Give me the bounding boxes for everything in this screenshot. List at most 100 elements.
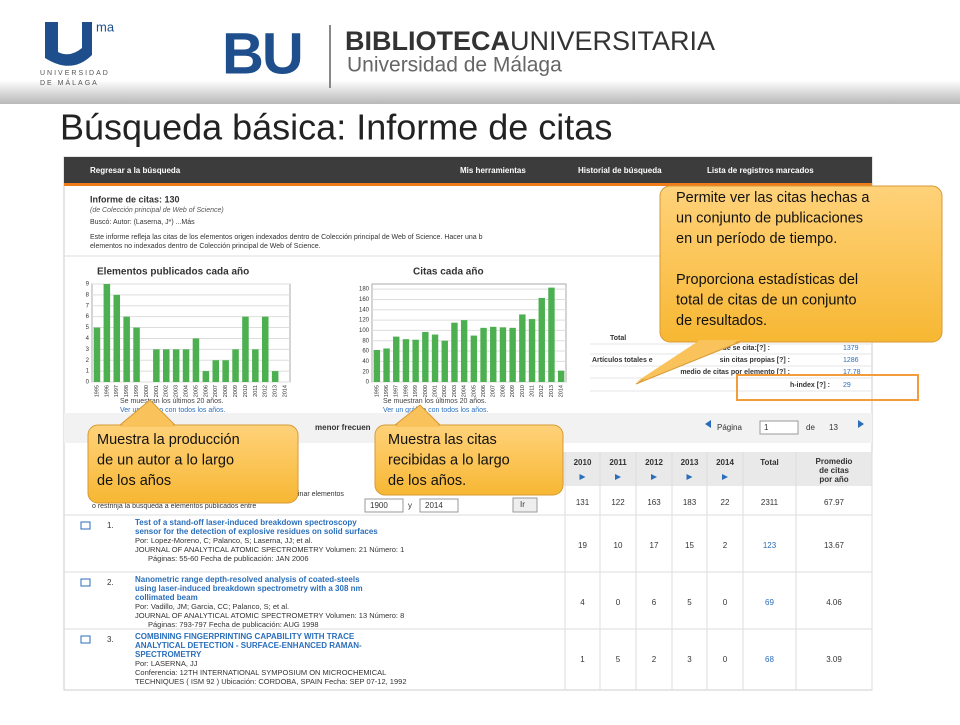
total: 22 bbox=[721, 498, 730, 507]
bar bbox=[460, 320, 468, 382]
bar bbox=[212, 360, 220, 382]
chart-link[interactable]: Ver un gráfico con todos los años. bbox=[383, 407, 489, 414]
to-select[interactable] bbox=[419, 498, 459, 513]
filter-text: inar elementos bbox=[298, 491, 344, 498]
x-tick-label: 2014 bbox=[559, 385, 565, 397]
nav-item[interactable]: Mis herramientas bbox=[460, 166, 526, 175]
chart-link[interactable]: Ver un gráfico con todos los años. bbox=[120, 407, 226, 414]
arrow bbox=[615, 474, 621, 480]
x-tick-label: 2012 bbox=[263, 385, 269, 397]
record-title[interactable]: Nanometric range depth-resolved analysis… bbox=[135, 575, 360, 584]
library-sub: Universidad de Málaga bbox=[347, 54, 562, 77]
stat-label: medio de citas por elemento [?] : bbox=[680, 369, 790, 376]
chart-note: Se muestran los últimos 20 años. bbox=[383, 398, 487, 405]
callout-text: de resultados. bbox=[676, 313, 767, 329]
prev[interactable] bbox=[705, 420, 711, 428]
x-tick-label: 2013 bbox=[273, 385, 279, 397]
pages: 13 bbox=[829, 423, 838, 432]
col-header: Total bbox=[760, 458, 779, 467]
report-heading: Informe de citas: 130 bbox=[90, 194, 180, 204]
callout-join bbox=[395, 407, 440, 427]
record-title[interactable]: Test of a stand-off laser-induced breakd… bbox=[135, 518, 357, 527]
col-header: 2013 bbox=[681, 458, 699, 467]
record-title[interactable]: SPECTROMETRY bbox=[135, 650, 202, 659]
uma-logo bbox=[45, 22, 92, 66]
record-title[interactable]: using laser-induced breakdown spectromet… bbox=[135, 584, 363, 593]
y-tick-label: 180 bbox=[359, 287, 370, 293]
bar bbox=[441, 340, 448, 382]
callouts: Permite ver las citas hechas a un conjunt… bbox=[87, 185, 943, 504]
record-detail: JOURNAL OF ANALYTICAL ATOMIC SPECTROMETR… bbox=[135, 611, 404, 620]
slide-title: Búsqueda básica: Informe de citas bbox=[60, 107, 612, 148]
cell: 2 bbox=[723, 541, 728, 550]
bar bbox=[271, 371, 279, 382]
x-tick-label: 2009 bbox=[510, 385, 516, 397]
back-link[interactable]: Regresar a la búsqueda bbox=[90, 166, 181, 175]
checkbox[interactable] bbox=[80, 578, 91, 587]
stat-label: Total bbox=[610, 335, 626, 342]
checkbox[interactable] bbox=[80, 635, 91, 644]
bar bbox=[402, 339, 410, 382]
record-title[interactable]: ANALYTICAL DETECTION - SURFACE-ENHANCED … bbox=[135, 641, 362, 650]
y-tick-label: 80 bbox=[362, 338, 369, 344]
bar bbox=[222, 360, 229, 382]
y-tick-label: 20 bbox=[362, 369, 369, 375]
col-header-line: por año bbox=[819, 475, 848, 484]
bar bbox=[172, 349, 180, 382]
x-tick-label: 2010 bbox=[520, 385, 526, 397]
arrow bbox=[579, 474, 586, 480]
record-title[interactable]: COMBINING FINGERPRINTING CAPABILITY WITH… bbox=[135, 632, 355, 641]
bar bbox=[103, 284, 111, 382]
record-detail: TECHNIQUES ( ISM 92 ) Ubicación: CORDOBA… bbox=[135, 677, 407, 686]
y-tick-label: 160 bbox=[359, 297, 370, 303]
x-tick-label: 2012 bbox=[539, 385, 545, 397]
plot-bg bbox=[371, 283, 567, 383]
bar bbox=[490, 326, 497, 382]
bar bbox=[242, 316, 249, 382]
go-button[interactable] bbox=[512, 497, 538, 513]
record-title[interactable]: sensor for the detection of explosive re… bbox=[135, 527, 378, 536]
record-num: 1. bbox=[107, 521, 114, 530]
page-of: de bbox=[806, 423, 815, 432]
x-tick-label: 1999 bbox=[134, 385, 140, 397]
bar bbox=[93, 327, 101, 382]
cell: 5 bbox=[616, 655, 621, 664]
cell: 68 bbox=[765, 655, 774, 664]
university: UNIVERSIDAD bbox=[40, 70, 110, 77]
x-tick-label: 2001 bbox=[433, 385, 439, 397]
y-tick-label: 140 bbox=[359, 307, 370, 313]
callout-text: Proporciona estadísticas del bbox=[676, 272, 858, 288]
x-tick-label: 2004 bbox=[462, 385, 468, 397]
x-tick-label: 2008 bbox=[500, 385, 506, 397]
next[interactable] bbox=[858, 420, 864, 428]
nav-line bbox=[64, 183, 872, 186]
bar bbox=[113, 294, 121, 382]
nav-item[interactable]: Historial de búsqueda bbox=[578, 166, 662, 175]
x-tick-label: 1998 bbox=[403, 385, 409, 397]
nav-item[interactable]: Lista de registros marcados bbox=[707, 166, 814, 175]
total: 183 bbox=[683, 498, 697, 507]
report-query: Buscó: Autor: (Laserna, J*) ...Más bbox=[90, 219, 195, 226]
from-select[interactable] bbox=[364, 498, 404, 513]
sort[interactable]: menor frecuen bbox=[315, 423, 371, 432]
record-num: 3. bbox=[107, 635, 114, 644]
x-tick-label: 1998 bbox=[124, 385, 130, 397]
bar bbox=[509, 327, 516, 382]
chart-title: Elementos publicados cada año bbox=[97, 267, 249, 278]
arrow bbox=[722, 474, 728, 480]
record-title[interactable]: collimated beam bbox=[135, 593, 198, 602]
bar bbox=[431, 334, 439, 382]
y-tick-label: 100 bbox=[359, 328, 370, 334]
page-label: Página bbox=[717, 423, 742, 432]
y-tick-label: 8 bbox=[86, 292, 90, 298]
biblioteca: BIBLIOTECA bbox=[345, 26, 510, 56]
x-tick-label: 2006 bbox=[481, 385, 487, 397]
y-tick-label: 2 bbox=[86, 358, 90, 364]
cell: 5 bbox=[687, 598, 692, 607]
y-tick-label: 1 bbox=[86, 369, 90, 375]
callout-text: en un período de tiempo. bbox=[676, 231, 837, 247]
checkbox[interactable] bbox=[80, 521, 91, 530]
cell: 15 bbox=[685, 541, 694, 550]
stat-label: de se cita:[?] : bbox=[723, 345, 770, 352]
page-input[interactable] bbox=[759, 420, 799, 435]
